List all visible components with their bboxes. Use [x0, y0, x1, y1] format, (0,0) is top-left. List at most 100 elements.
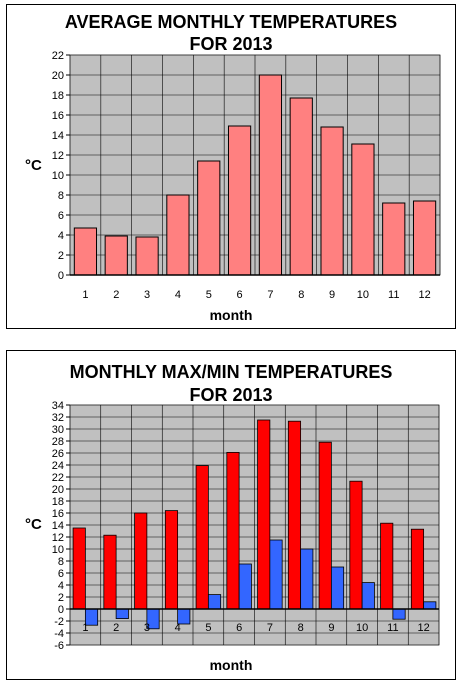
chart2-x-tick-label: 9 [328, 622, 334, 634]
chart2-max-bar [164, 510, 179, 610]
chart2-x-tick-label: 2 [113, 622, 119, 634]
chart2-max-bar [257, 419, 271, 610]
chart2-x-tick-label: 12 [418, 622, 430, 634]
chart2-x-tick-label: 11 [387, 622, 398, 634]
chart1-bar [166, 194, 190, 276]
chart1-x-tick-label: 2 [113, 289, 119, 301]
chart2-y-tick-label: 4 [58, 580, 64, 592]
chart1-bar [197, 160, 221, 276]
chart1-bar [227, 125, 252, 276]
chart2-min-bar [207, 594, 222, 610]
chart1-bar [412, 200, 437, 276]
chart1-y-tick-label: 22 [52, 50, 64, 62]
chart2-x-tick-label: 4 [175, 622, 181, 634]
chart1-y-tick-label: 12 [52, 150, 64, 162]
chart2-x-tick-label: 10 [356, 622, 368, 634]
chart2-max-bar [318, 441, 332, 610]
chart2-y-tick-label: 26 [52, 448, 64, 460]
chart2-title-line2: FOR 2013 [189, 385, 273, 405]
chart2-y-tick-label: 8 [58, 556, 64, 568]
chart1-bar [289, 97, 313, 276]
chart2-min-bar [300, 548, 314, 610]
chart1-x-tick-label: 6 [237, 289, 243, 301]
chart1-y-tick-label: 6 [58, 210, 64, 222]
chart1-y-tick-label: 20 [52, 70, 64, 82]
chart2-min-bar [361, 582, 375, 610]
chart2-max-bar [349, 480, 363, 610]
chart1-y-tick-label: 10 [52, 170, 64, 182]
chart2-min-bar [269, 539, 283, 610]
chart1-x-tick-label: 7 [267, 289, 273, 301]
chart1-y-tick-label: 4 [58, 230, 64, 242]
chart2-min-bar [238, 563, 252, 610]
chart2-y-tick-label: 12 [52, 532, 64, 544]
chart1-x-tick-label: 10 [357, 289, 369, 301]
chart2-x-axis-label: month [209, 657, 253, 673]
chart2-y-tick-label: 6 [58, 568, 64, 580]
chart2-y-tick-label: 18 [52, 496, 64, 508]
maxmin-temperature-chart-panel: MONTHLY MAX/MIN TEMPERATURES FOR 2013 °C… [6, 350, 456, 680]
chart1-title-line1: AVERAGE MONTHLY TEMPERATURES [64, 12, 398, 32]
chart1-y-tick-label: 18 [52, 90, 64, 102]
chart2-title-line1: MONTHLY MAX/MIN TEMPERATURES [69, 362, 393, 382]
chart1-x-tick-label: 11 [388, 289, 399, 301]
chart2-y-tick-label: 14 [52, 520, 64, 532]
chart2-x-tick-label: 3 [144, 622, 150, 634]
chart1-x-tick-label: 9 [329, 289, 335, 301]
chart2-y-tick-label: 16 [52, 508, 64, 520]
chart2-x-tick-label: 1 [82, 622, 88, 634]
chart1-y-tick-label: 8 [58, 190, 64, 202]
chart2-max-bar [134, 512, 148, 610]
chart2-min-bar [330, 566, 345, 610]
chart2-max-bar [410, 528, 425, 610]
chart2-max-bar [380, 522, 394, 610]
chart1-title-line2: FOR 2013 [189, 34, 273, 54]
chart1-bar [382, 202, 406, 276]
chart2-max-bar [72, 527, 86, 610]
chart2-y-tick-label: -6 [54, 640, 64, 652]
chart2-y-tick-label: 24 [52, 460, 64, 472]
chart1-bar [320, 126, 344, 276]
chart1-bar [104, 235, 128, 276]
chart1-y-axis-label: °C [25, 157, 42, 174]
chart1-y-tick-label: 0 [58, 270, 64, 282]
chart1-x-tick-label: 4 [175, 289, 181, 301]
chart2-y-tick-label: 10 [52, 544, 64, 556]
average-temperature-chart-panel: AVERAGE MONTHLY TEMPERATURES FOR 2013 °C… [6, 4, 456, 329]
chart1-bar [351, 143, 375, 276]
chart1-x-tick-label: 8 [298, 289, 304, 301]
chart2-y-tick-label: 2 [58, 592, 64, 604]
chart2-max-bar [226, 452, 240, 610]
chart2-max-bar [103, 534, 117, 610]
chart2-y-tick-label: 32 [52, 412, 64, 424]
chart2-y-tick-label: 30 [52, 424, 64, 436]
chart2-y-axis-label: °C [25, 516, 42, 533]
chart2-x-tick-label: 8 [298, 622, 304, 634]
chart2-min-bar [392, 608, 406, 620]
chart1-x-tick-label: 1 [82, 289, 88, 301]
chart2-y-tick-label: 0 [58, 604, 64, 616]
chart2-max-bar [287, 420, 302, 610]
chart1-y-tick-label: 14 [52, 130, 64, 142]
chart1-x-axis-label: month [209, 307, 253, 323]
chart2-x-tick-label: 5 [205, 622, 211, 634]
chart2-y-tick-label: -2 [54, 616, 64, 628]
chart1-bar [135, 236, 159, 276]
chart2-y-tick-label: 22 [52, 472, 64, 484]
chart2-min-bar [115, 608, 129, 620]
chart2-x-tick-label: 6 [236, 622, 242, 634]
chart2-x-tick-label: 7 [267, 622, 273, 634]
chart1-bar [73, 227, 98, 276]
chart2-y-tick-label: 20 [52, 484, 64, 496]
chart2-min-bar [423, 601, 437, 610]
chart1-x-tick-label: 12 [418, 289, 430, 301]
chart2-y-tick-label: 28 [52, 436, 64, 448]
chart2-y-tick-label: 34 [52, 400, 64, 412]
chart2-max-bar [195, 465, 209, 610]
chart1-x-tick-label: 3 [144, 289, 150, 301]
chart1-y-tick-label: 16 [52, 110, 64, 122]
chart2-y-tick-label: -4 [54, 628, 64, 640]
chart1-x-tick-label: 5 [206, 289, 212, 301]
